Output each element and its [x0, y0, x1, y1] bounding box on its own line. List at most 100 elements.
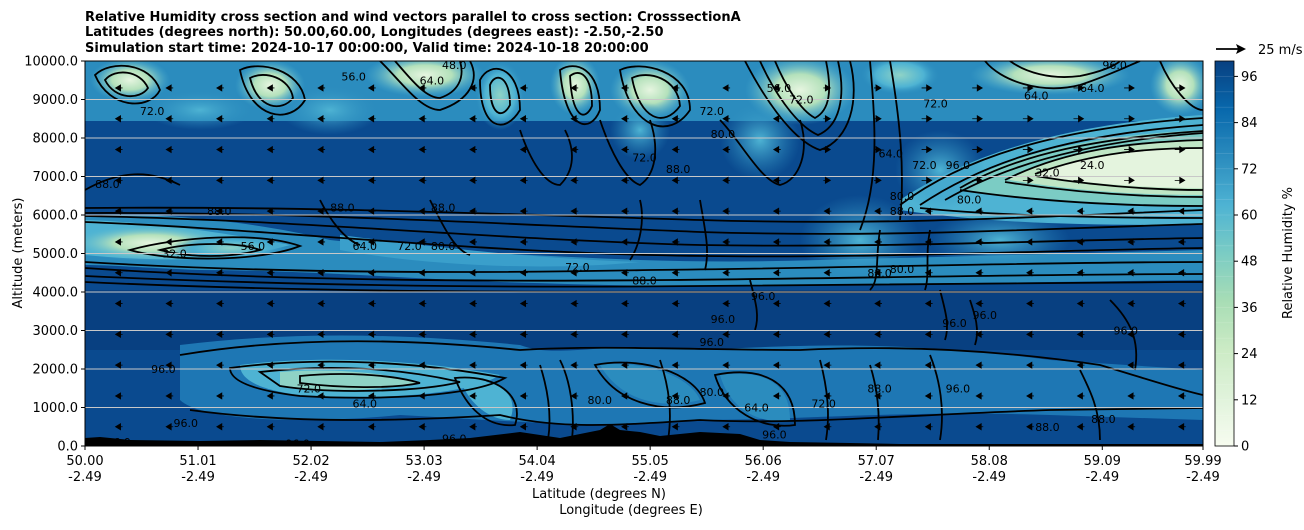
wind-vector: [1022, 115, 1034, 123]
wind-vector: [469, 423, 477, 431]
wind-vector: [772, 330, 781, 339]
wind-vector: [621, 392, 629, 400]
wind-vector: [114, 269, 123, 277]
contour-label: 72.0: [811, 398, 836, 411]
wind-vector: [873, 84, 882, 92]
wind-vector: [165, 145, 174, 154]
contour-label: 72.0: [632, 151, 657, 164]
wind-vector: [772, 269, 781, 277]
wind-vector: [1127, 330, 1136, 339]
contour-label: 96.0: [1102, 59, 1127, 72]
wind-vector: [621, 115, 629, 123]
contour-label: 64.0: [879, 147, 904, 160]
wind-vector: [1026, 361, 1034, 369]
title-line-3: Simulation start time: 2024-10-17 00:00:…: [85, 41, 649, 56]
wind-vector: [114, 392, 123, 400]
wind-vector: [722, 330, 731, 339]
wind-vector: [1073, 115, 1085, 123]
wind-vector: [418, 115, 427, 123]
wind-vector: [570, 269, 579, 277]
wind-vector: [165, 392, 174, 400]
wind-vector: [216, 115, 224, 123]
wind-key: 25 m/s: [1216, 43, 1303, 58]
wind-vector: [216, 361, 224, 369]
wind-vector: [114, 330, 123, 339]
wind-vector: [1076, 392, 1085, 400]
contour-label: 88.0: [890, 205, 915, 218]
wind-vector: [1174, 115, 1186, 123]
wind-vector: [873, 145, 882, 154]
x-tick-label-lat: 53.03: [405, 454, 442, 469]
wind-vector: [722, 115, 731, 123]
wind-vector: [1026, 423, 1034, 431]
wind-vector: [874, 299, 882, 308]
wind-vector: [114, 299, 123, 308]
x-tick-label-lat: 52.02: [292, 454, 329, 469]
wind-vector: [772, 423, 781, 431]
wind-vector: [469, 392, 477, 400]
wind-vector: [469, 84, 477, 92]
wind-vector: [1026, 269, 1034, 277]
wind-vector: [418, 330, 427, 339]
wind-vector: [367, 392, 376, 400]
wind-vector: [418, 176, 427, 185]
wind-vector: [469, 238, 477, 246]
wind-vector: [823, 207, 832, 215]
wind-vector: [266, 176, 275, 185]
x-tick-label-lon: -2.49: [633, 470, 667, 485]
wind-vector: [873, 115, 882, 123]
wind-vector: [570, 145, 579, 154]
colorbar-tick-label: 96: [1241, 70, 1258, 85]
wind-vector: [418, 145, 427, 154]
wind-vector: [216, 176, 224, 185]
contour-label: 32.0: [162, 248, 187, 261]
y-tick-label: 3000.0: [33, 324, 79, 339]
contour-label: 96.0: [946, 159, 971, 172]
wind-vector: [367, 176, 376, 185]
wind-vector: [216, 145, 224, 154]
y-tick-label: 8000.0: [33, 132, 79, 147]
wind-vector: [975, 207, 984, 215]
wind-vector: [317, 269, 326, 277]
wind-vector: [1127, 299, 1136, 308]
x-axis: 50.00-2.4951.01-2.4952.02-2.4953.03-2.49…: [66, 446, 1222, 485]
wind-vector: [317, 361, 326, 369]
wind-vector: [621, 176, 629, 185]
wind-vector: [1026, 207, 1034, 215]
wind-vector: [823, 84, 832, 92]
wind-vector: [1022, 145, 1034, 154]
wind-vector: [469, 269, 477, 277]
wind-vector: [975, 299, 984, 308]
wind-vector: [1073, 176, 1085, 185]
wind-vector: [266, 238, 275, 246]
contour-label: 96.0: [699, 336, 724, 349]
wind-vector: [165, 207, 174, 215]
wind-vector: [772, 392, 781, 400]
y-tick-label: 9000.0: [33, 93, 79, 108]
contour-label: 72.0: [699, 105, 724, 118]
wind-vector: [418, 299, 427, 308]
wind-vector: [722, 269, 731, 277]
wind-vector: [317, 115, 326, 123]
wind-vector: [114, 115, 123, 123]
x-tick-label-lon: -2.49: [1085, 470, 1119, 485]
wind-vector: [1076, 423, 1085, 431]
wind-vector: [519, 176, 528, 185]
contour-label: 96.0: [442, 432, 467, 445]
colorbar-tick-label: 84: [1241, 116, 1258, 131]
contour-label: 96.0: [285, 438, 310, 451]
contour-label: 88.0: [207, 205, 232, 218]
wind-vector: [1177, 330, 1186, 339]
y-tick-label: 5000.0: [33, 247, 79, 262]
wind-vector: [519, 145, 528, 154]
x-tick-label-lon: -2.49: [407, 470, 441, 485]
wind-vector: [671, 115, 680, 123]
title-line-1: Relative Humidity cross section and wind…: [85, 10, 741, 25]
contour-label: 88.0: [464, 438, 489, 451]
wind-vector: [772, 84, 781, 92]
wind-vector: [924, 361, 933, 369]
contour-label: 56.0: [341, 70, 366, 83]
wind-vector: [1174, 176, 1186, 185]
contour-label: 88.0: [1091, 413, 1116, 426]
